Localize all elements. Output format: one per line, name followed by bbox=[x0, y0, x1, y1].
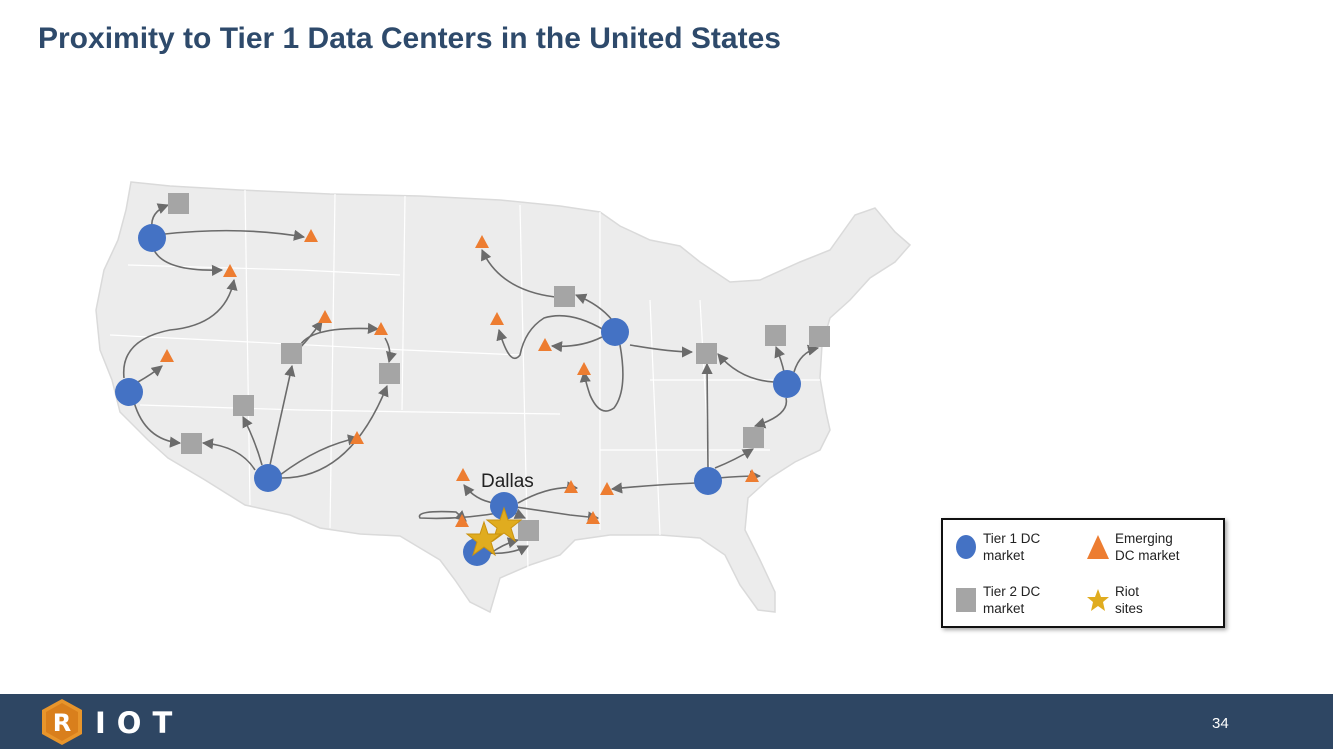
tier2-markets bbox=[168, 193, 830, 541]
tier1-portland bbox=[138, 224, 166, 252]
emerging-montana bbox=[304, 229, 318, 242]
emerging-reno bbox=[160, 349, 174, 362]
emerging-louisiana bbox=[586, 511, 600, 524]
emerging-idaho bbox=[223, 264, 237, 277]
emerging-central-texas bbox=[455, 514, 469, 527]
connection-arrows bbox=[122, 203, 820, 558]
tier1-northern-virginia bbox=[773, 370, 801, 398]
riot-star-icon bbox=[1087, 589, 1109, 611]
riot-site-corsicana bbox=[485, 506, 523, 543]
tier2-las-vegas bbox=[181, 433, 202, 454]
footer-bar: R IOT 34 bbox=[0, 694, 1333, 749]
emerging-cheyenne bbox=[374, 322, 388, 335]
tier2-seattle-area bbox=[168, 193, 189, 214]
tier1-chicago bbox=[601, 318, 629, 346]
emerging-markets bbox=[160, 229, 759, 527]
legend-item-riot: Riot sites bbox=[1085, 583, 1143, 617]
tier2-denver-area bbox=[379, 363, 400, 384]
emerging-shreveport bbox=[564, 480, 578, 493]
legend-item-tier1: Tier 1 DC market bbox=[953, 530, 1040, 564]
emerging-new-mexico bbox=[350, 431, 364, 444]
emerging-triangle-icon bbox=[1087, 535, 1109, 559]
legend-item-tier2: Tier 2 DC market bbox=[953, 583, 1040, 617]
tier2-square-icon bbox=[956, 588, 976, 612]
legend-label-riot: Riot sites bbox=[1115, 584, 1143, 616]
logo-letter: R bbox=[53, 709, 71, 737]
legend-label-emerging: Emerging DC market bbox=[1115, 531, 1180, 563]
riot-logo-icon: R bbox=[42, 699, 82, 745]
tier2-new-york-area bbox=[765, 325, 786, 346]
riot-sites bbox=[465, 506, 523, 557]
emerging-mississippi bbox=[600, 482, 614, 495]
emerging-texas-north bbox=[456, 468, 470, 481]
map-legend: Tier 1 DC market Emerging DC market Tier… bbox=[941, 518, 1225, 628]
tier2-columbus bbox=[696, 343, 717, 364]
tier1-dallas bbox=[490, 492, 518, 520]
tier2-houston-area bbox=[518, 520, 539, 541]
emerging-illinois bbox=[538, 338, 552, 351]
tier1-circle-icon bbox=[956, 535, 976, 559]
logo-wordmark: IOT bbox=[95, 706, 184, 740]
tier1-atlanta bbox=[694, 467, 722, 495]
tier2-salt-lake-area bbox=[233, 395, 254, 416]
emerging-wyoming bbox=[318, 310, 332, 323]
legend-label-tier2: Tier 2 DC market bbox=[983, 584, 1041, 616]
tier1-bay-area bbox=[115, 378, 143, 406]
tier2-boston-area bbox=[809, 326, 830, 347]
tier1-phoenix bbox=[254, 464, 282, 492]
tier2-charlotte-area bbox=[743, 427, 764, 448]
riot-site-rockdale bbox=[465, 520, 503, 557]
emerging-missouri bbox=[577, 362, 591, 375]
us-land-shape bbox=[95, 181, 912, 614]
tier1-markets bbox=[115, 224, 801, 566]
slide-title: Proximity to Tier 1 Data Centers in the … bbox=[38, 22, 781, 55]
tier2-idaho-area bbox=[281, 343, 302, 364]
page-number: 34 bbox=[1212, 715, 1229, 732]
dallas-label: Dallas bbox=[481, 471, 534, 492]
legend-label-tier1: Tier 1 DC market bbox=[983, 531, 1041, 563]
tier2-minneapolis bbox=[554, 286, 575, 307]
emerging-iowa bbox=[490, 312, 504, 325]
emerging-georgia bbox=[745, 469, 759, 482]
legend-item-emerging: Emerging DC market bbox=[1085, 530, 1180, 564]
emerging-north-dakota bbox=[475, 235, 489, 248]
